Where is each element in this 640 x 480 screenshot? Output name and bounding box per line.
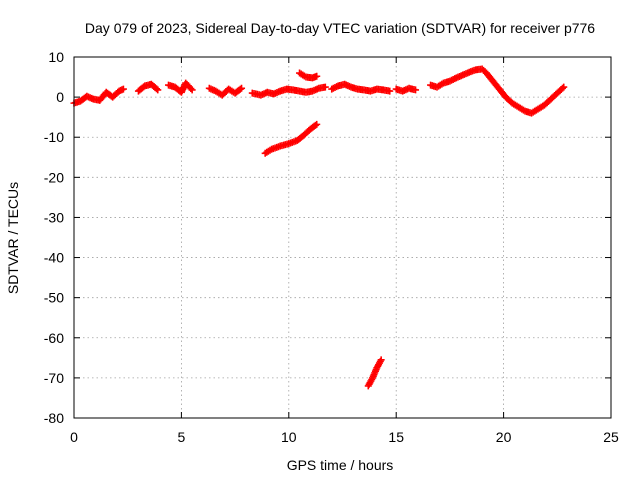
- x-tick-label: 5: [178, 429, 186, 445]
- y-tick-label: -20: [44, 169, 64, 185]
- data-point: [386, 87, 394, 95]
- y-tick-labels: 10 0 -10 -20 -30 -40 -50 -60 -70 -80: [44, 49, 64, 426]
- data-point: [236, 85, 244, 93]
- data-points: [70, 65, 568, 390]
- y-tick-label: -80: [44, 410, 64, 426]
- data-point: [558, 84, 566, 92]
- data-point: [188, 86, 196, 94]
- data-point: [560, 83, 568, 91]
- data-point: [119, 85, 127, 93]
- data-point: [412, 86, 420, 94]
- x-tick-label: 25: [603, 429, 619, 445]
- y-tick-label: -70: [44, 370, 64, 386]
- x-tick-label: 15: [388, 429, 404, 445]
- data-point: [187, 85, 195, 93]
- x-tick-label: 10: [281, 429, 297, 445]
- y-tick-label: -10: [44, 129, 64, 145]
- data-point: [311, 121, 319, 129]
- data-point: [313, 72, 321, 80]
- x-tick-label: 0: [70, 429, 78, 445]
- data-point: [152, 85, 160, 93]
- x-tick-labels: 0 5 10 15 20 25: [70, 429, 619, 445]
- tick-marks: [73, 56, 612, 419]
- y-tick-label: 10: [48, 49, 64, 65]
- plot-frame: [73, 56, 612, 419]
- data-point: [313, 120, 321, 128]
- data-point: [321, 83, 329, 91]
- y-axis-label: SDTVAR / TECUs: [5, 182, 21, 294]
- data-point: [377, 356, 385, 364]
- chart-title: Day 079 of 2023, Sidereal Day-to-day VTE…: [85, 20, 595, 36]
- y-tick-label: -40: [44, 250, 64, 266]
- data-point: [238, 84, 246, 92]
- y-tick-label: -30: [44, 209, 64, 225]
- grid-lines: [74, 57, 611, 418]
- y-tick-label: -60: [44, 330, 64, 346]
- x-tick-label: 20: [496, 429, 512, 445]
- data-point: [154, 86, 162, 94]
- y-tick-label: -50: [44, 290, 64, 306]
- y-tick-label: 0: [56, 89, 64, 105]
- x-axis-label: GPS time / hours: [287, 457, 394, 473]
